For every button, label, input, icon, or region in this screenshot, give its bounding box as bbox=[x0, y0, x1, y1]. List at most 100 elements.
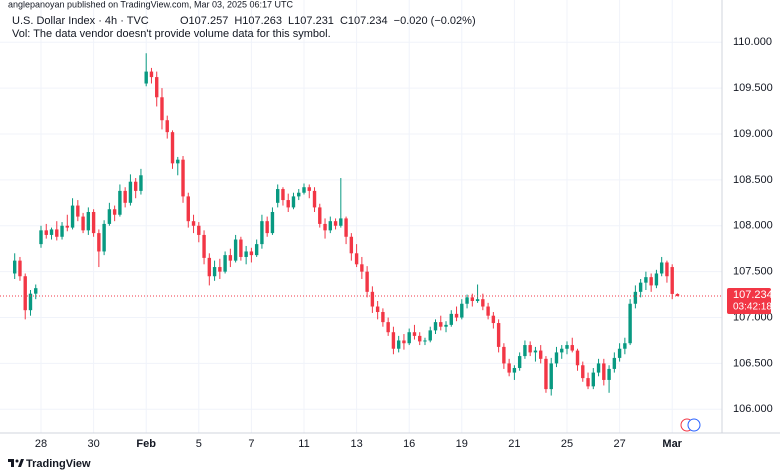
candle-body bbox=[402, 340, 406, 344]
candle-body bbox=[202, 234, 206, 258]
x-tick-label: 19 bbox=[456, 438, 468, 450]
candle-body bbox=[270, 211, 275, 234]
candle-body bbox=[638, 282, 643, 292]
candle-body bbox=[386, 322, 390, 333]
event-icons bbox=[680, 418, 701, 432]
candle-body bbox=[39, 230, 43, 245]
candle-body bbox=[370, 291, 375, 307]
x-tick-label: 11 bbox=[298, 438, 309, 450]
candle-body bbox=[260, 221, 264, 245]
candle-body bbox=[149, 71, 154, 78]
candle-body bbox=[460, 303, 464, 318]
candle-body bbox=[239, 239, 243, 257]
symbol-title: U.S. Dollar Index · 4h · TVC bbox=[12, 15, 149, 27]
x-tick-label: 25 bbox=[561, 438, 573, 450]
candle-body bbox=[307, 187, 311, 191]
candle-body bbox=[549, 363, 553, 390]
candle-body bbox=[360, 264, 364, 272]
candle-body bbox=[265, 221, 269, 234]
candle-body bbox=[233, 239, 238, 261]
candle-body bbox=[65, 225, 69, 228]
candle-body bbox=[344, 218, 348, 237]
candle-body bbox=[481, 299, 485, 307]
candle-body bbox=[197, 225, 201, 235]
x-tick-label: Feb bbox=[136, 438, 156, 450]
logo-dot bbox=[15, 459, 19, 463]
candle-body bbox=[254, 244, 259, 256]
candle-body bbox=[654, 273, 659, 286]
candle-body bbox=[276, 189, 280, 203]
candle-body bbox=[333, 221, 338, 226]
candle-body bbox=[444, 324, 448, 327]
candle-body bbox=[591, 372, 595, 387]
candle-body bbox=[128, 181, 133, 203]
x-tick-label: 28 bbox=[35, 438, 47, 450]
candle-body bbox=[407, 332, 411, 344]
candle-body bbox=[418, 335, 422, 342]
candle-body bbox=[28, 293, 33, 311]
x-tick-label: 7 bbox=[248, 438, 254, 450]
candle-body bbox=[517, 356, 522, 369]
candle-body bbox=[644, 277, 648, 283]
ohlc-value: C107.234 bbox=[340, 15, 388, 27]
candle-body bbox=[375, 306, 380, 313]
candle-body bbox=[649, 277, 653, 286]
candle-body bbox=[623, 343, 627, 349]
candle-body bbox=[560, 348, 564, 353]
ohlc-value: O107.257 bbox=[180, 15, 228, 27]
candle-body bbox=[602, 363, 606, 380]
candle-body bbox=[186, 196, 190, 222]
y-tick-label: 110.000 bbox=[733, 36, 772, 48]
candle-body bbox=[165, 120, 169, 133]
candle-body bbox=[133, 181, 138, 191]
last-price-label: 107.234 bbox=[733, 289, 773, 301]
x-tick-label: 16 bbox=[403, 438, 415, 450]
candle-body bbox=[223, 255, 227, 272]
candle-body bbox=[596, 363, 601, 373]
candle-body bbox=[207, 257, 212, 277]
y-tick-label: 107.000 bbox=[733, 311, 773, 323]
candle-body bbox=[155, 77, 159, 98]
candle-body bbox=[523, 345, 527, 357]
candle-body bbox=[512, 368, 517, 373]
logo-mark bbox=[8, 459, 14, 467]
countdown: 03:42:18 bbox=[733, 302, 772, 313]
candle-body bbox=[70, 205, 75, 228]
x-tick-label: 21 bbox=[508, 438, 520, 450]
candle-body bbox=[297, 192, 301, 197]
y-tick-label: 106.500 bbox=[733, 357, 773, 369]
logo-mark bbox=[18, 459, 24, 467]
candle-body bbox=[544, 358, 548, 390]
candle-body bbox=[339, 218, 343, 226]
candle-body bbox=[249, 251, 254, 256]
candle-body bbox=[628, 303, 632, 344]
candle-body bbox=[502, 346, 506, 364]
brand-logo bbox=[8, 459, 24, 467]
candle-body bbox=[170, 132, 175, 164]
candle-body bbox=[565, 345, 569, 349]
candle-body bbox=[323, 223, 327, 231]
y-tick-label: 109.500 bbox=[733, 82, 773, 94]
candle-body bbox=[475, 299, 480, 302]
x-tick-label: 13 bbox=[350, 438, 362, 450]
brand: TradingView bbox=[26, 458, 91, 470]
candle-body bbox=[60, 225, 64, 237]
candle-body bbox=[428, 330, 432, 341]
candle-body bbox=[396, 340, 401, 349]
candle-body bbox=[665, 262, 669, 277]
candle-body bbox=[586, 378, 590, 387]
candle-body bbox=[354, 253, 359, 265]
candle-body bbox=[491, 315, 496, 324]
candle-body bbox=[391, 332, 396, 349]
candle-body bbox=[365, 271, 369, 292]
candle-body bbox=[675, 293, 680, 297]
candle-body bbox=[581, 365, 585, 379]
candle-body bbox=[34, 288, 38, 294]
candle-body bbox=[318, 207, 322, 224]
candle-body bbox=[465, 297, 469, 304]
candle-body bbox=[496, 323, 501, 347]
candle-body bbox=[191, 221, 196, 226]
candle-body bbox=[312, 190, 317, 208]
